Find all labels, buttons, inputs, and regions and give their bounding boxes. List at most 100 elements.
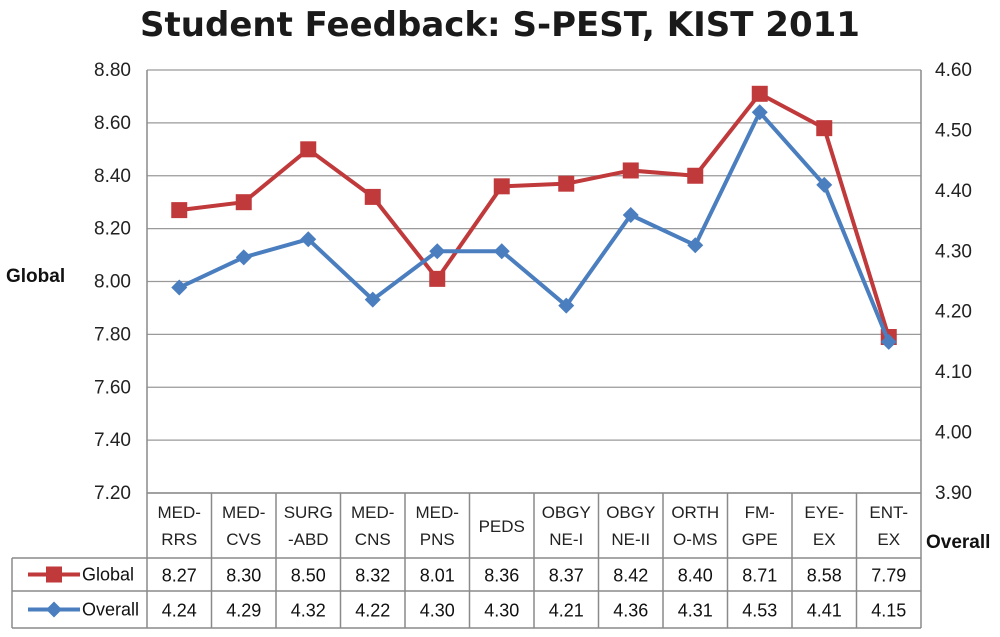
data-point-global	[751, 85, 768, 102]
table-cell-overall: 4.15	[871, 601, 906, 621]
y-tick-left: 7.60	[94, 377, 131, 398]
y-tick-right: 4.20	[935, 302, 972, 323]
y-tick-right: 4.40	[935, 181, 972, 202]
category-label: PNS	[420, 530, 455, 549]
y-tick-right: 4.10	[935, 362, 972, 383]
table-cell-global: 8.30	[226, 566, 261, 586]
table-cell-overall: 4.29	[226, 601, 261, 621]
series-group	[171, 85, 897, 350]
series-line-global	[179, 91, 891, 338]
category-label: CNS	[355, 530, 391, 549]
table-cell-global: 8.42	[613, 566, 648, 586]
category-label: EYE-	[804, 503, 844, 522]
category-label: MED-	[222, 503, 265, 522]
category-label: RRS	[161, 530, 197, 549]
data-point-overall	[816, 176, 833, 193]
table-cell-overall: 4.24	[162, 601, 197, 621]
category-label: OBGY	[606, 503, 655, 522]
table-cell-global: 7.79	[871, 566, 906, 586]
y-tick-left: 8.60	[94, 113, 131, 134]
table-cell-overall: 4.21	[549, 601, 584, 621]
data-point-overall	[493, 243, 510, 260]
legend-label-global: Global	[82, 565, 134, 585]
data-point-global	[687, 167, 704, 184]
category-label: ORTH	[671, 503, 719, 522]
category-label: PEDS	[479, 517, 525, 536]
table-cell-overall: 4.30	[484, 601, 519, 621]
data-point-global	[171, 202, 188, 219]
data-point-global	[558, 175, 575, 192]
category-label: EX	[813, 530, 836, 549]
data-point-overall	[558, 297, 575, 314]
category-label: ENT-	[869, 503, 908, 522]
y-tick-left: 7.40	[94, 430, 131, 451]
y-tick-right: 4.50	[935, 120, 972, 141]
table-cell-global: 8.32	[355, 566, 390, 586]
y-tick-right: 4.60	[935, 60, 972, 81]
y-tick-right: 3.90	[935, 483, 972, 504]
category-label: NE-I	[549, 530, 583, 549]
legend-marker-global	[46, 566, 62, 583]
y-tick-left: 8.40	[94, 166, 131, 187]
gridlines	[146, 69, 922, 494]
category-label: SURG	[284, 503, 333, 522]
data-point-overall	[687, 237, 704, 254]
y-tick-left: 7.20	[94, 483, 131, 504]
data-point-overall	[364, 291, 381, 308]
data-point-overall	[880, 333, 897, 350]
data-point-overall	[300, 231, 317, 248]
data-point-overall	[171, 279, 188, 296]
category-label: FM-	[745, 503, 775, 522]
data-point-overall	[429, 243, 446, 260]
category-label: CVS	[226, 530, 261, 549]
table-cell-overall: 4.22	[355, 601, 390, 621]
y-ticks-right: 3.90 4.00 4.10 4.20 4.30 4.40 4.50 4.60	[935, 60, 972, 504]
table-cell-global: 8.36	[484, 566, 519, 586]
data-point-global	[364, 188, 381, 205]
legend-marker-overall	[46, 601, 62, 618]
table-cell-overall: 4.30	[420, 601, 455, 621]
y-tick-left: 8.20	[94, 219, 131, 240]
category-label: MED-	[158, 503, 201, 522]
table-cell-global: 8.58	[807, 566, 842, 586]
category-label: O-MS	[673, 530, 717, 549]
y-tick-right: 4.30	[935, 241, 972, 262]
data-point-overall	[235, 249, 252, 266]
category-label: GPE	[742, 530, 778, 549]
data-point-overall	[622, 207, 639, 224]
table-cell-global: 8.40	[678, 566, 713, 586]
y-tick-left: 8.00	[94, 272, 131, 293]
data-point-global	[429, 270, 446, 287]
table-cell-global: 8.01	[420, 566, 455, 586]
y-ticks-left: 7.20 7.40 7.60 7.80 8.00 8.20 8.40 8.60 8.80	[94, 60, 131, 504]
data-point-global	[816, 120, 833, 137]
table-cell-overall: 4.36	[613, 601, 648, 621]
category-label: NE-II	[611, 530, 650, 549]
y-tick-right: 4.00	[935, 423, 972, 444]
table-cell-global: 8.27	[162, 566, 197, 586]
data-point-global	[235, 194, 252, 211]
table-cell-overall: 4.31	[678, 601, 713, 621]
category-label: EX	[877, 530, 900, 549]
data-point-global	[493, 178, 510, 195]
table-cell-overall: 4.53	[742, 601, 777, 621]
data-table: MED- RRS MED- CVS SURG -ABD MED- CNS MED- PNS PEDS…	[11, 492, 922, 629]
category-label: MED-	[351, 503, 394, 522]
legend-label-overall: Overall	[82, 600, 139, 620]
y-axis-label-right: Overall	[926, 532, 990, 553]
y-tick-left: 8.80	[94, 60, 131, 81]
category-label: OBGY	[542, 503, 591, 522]
data-point-global	[300, 141, 317, 158]
table-cell-global: 8.50	[291, 566, 326, 586]
data-point-global	[622, 162, 639, 179]
table-cell-global: 8.37	[549, 566, 584, 586]
category-label: -ABD	[288, 530, 329, 549]
chart-title: Student Feedback: S-PEST, KIST 2011	[140, 5, 860, 45]
table-cell-global: 8.71	[742, 566, 777, 586]
table-cell-overall: 4.41	[807, 601, 842, 621]
table-cell-overall: 4.32	[291, 601, 326, 621]
y-tick-left: 7.80	[94, 324, 131, 345]
data-point-overall	[751, 104, 768, 121]
series-line-overall	[178, 110, 891, 343]
